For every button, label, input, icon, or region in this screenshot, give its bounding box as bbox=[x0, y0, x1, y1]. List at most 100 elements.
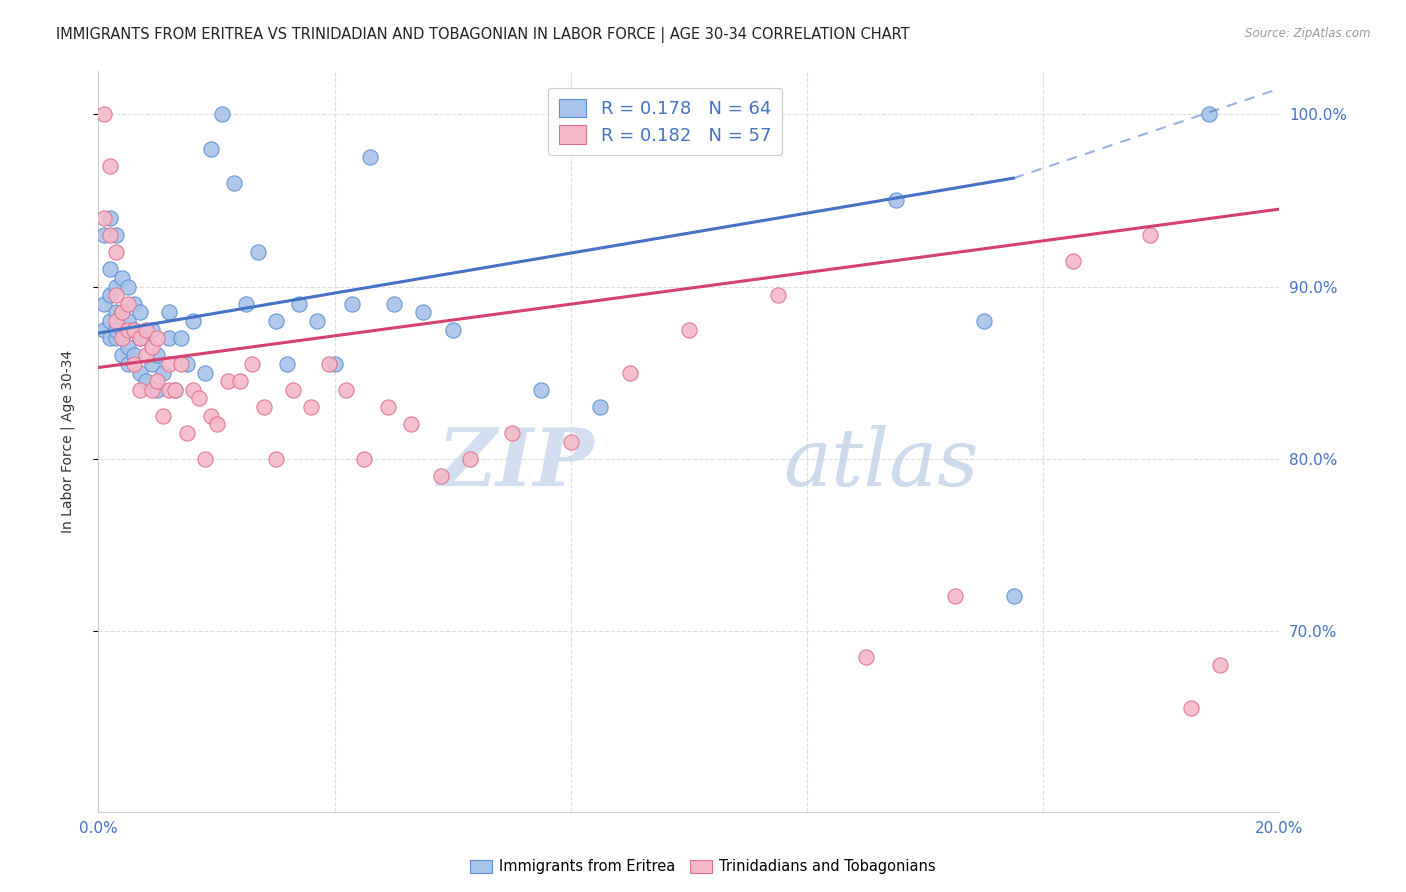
Point bbox=[200, 409, 222, 423]
Point bbox=[501, 425, 523, 440]
Point bbox=[246, 245, 269, 260]
Point bbox=[165, 383, 187, 397]
Text: ZIP: ZIP bbox=[437, 425, 595, 502]
Point bbox=[105, 331, 128, 345]
Point bbox=[93, 227, 115, 242]
Point bbox=[560, 434, 582, 449]
Point bbox=[194, 366, 217, 380]
Point bbox=[276, 357, 298, 371]
Point bbox=[152, 409, 174, 423]
Point bbox=[122, 297, 145, 311]
Point bbox=[229, 374, 252, 388]
Point bbox=[264, 451, 287, 466]
Point bbox=[460, 451, 482, 466]
Point bbox=[165, 383, 187, 397]
Point bbox=[1209, 658, 1232, 673]
Point bbox=[382, 297, 405, 311]
Point bbox=[117, 323, 139, 337]
Point bbox=[122, 348, 145, 362]
Point bbox=[105, 305, 128, 319]
Point bbox=[181, 383, 204, 397]
Point bbox=[122, 357, 145, 371]
Point bbox=[359, 151, 381, 165]
Point bbox=[117, 279, 139, 293]
Point bbox=[170, 331, 193, 345]
Point bbox=[98, 331, 121, 345]
Point bbox=[105, 279, 128, 293]
Point bbox=[146, 331, 169, 345]
Point bbox=[240, 357, 263, 371]
Point bbox=[117, 357, 139, 371]
Point bbox=[93, 107, 115, 121]
Point bbox=[253, 400, 276, 414]
Point bbox=[141, 323, 163, 337]
Point bbox=[318, 357, 340, 371]
Point bbox=[412, 305, 434, 319]
Point bbox=[176, 357, 198, 371]
Point bbox=[187, 392, 209, 406]
Point bbox=[855, 649, 877, 664]
Point bbox=[122, 323, 145, 337]
Point bbox=[128, 331, 150, 345]
Legend: Immigrants from Eritrea, Trinidadians and Tobagonians: Immigrants from Eritrea, Trinidadians an… bbox=[464, 854, 942, 880]
Point bbox=[93, 323, 115, 337]
Point bbox=[157, 305, 180, 319]
Text: Source: ZipAtlas.com: Source: ZipAtlas.com bbox=[1246, 27, 1371, 40]
Point bbox=[128, 305, 150, 319]
Point bbox=[111, 348, 134, 362]
Point bbox=[157, 383, 180, 397]
Point bbox=[128, 331, 150, 345]
Point bbox=[152, 366, 174, 380]
Point bbox=[98, 211, 121, 225]
Point bbox=[401, 417, 423, 432]
Point bbox=[973, 314, 995, 328]
Point bbox=[211, 107, 233, 121]
Point bbox=[283, 383, 305, 397]
Point bbox=[441, 323, 464, 337]
Point bbox=[235, 297, 257, 311]
Point bbox=[93, 211, 115, 225]
Point bbox=[98, 262, 121, 277]
Point bbox=[105, 314, 128, 328]
Point bbox=[111, 331, 134, 345]
Point bbox=[943, 590, 966, 604]
Point bbox=[105, 245, 128, 260]
Point bbox=[430, 469, 453, 483]
Point bbox=[135, 374, 157, 388]
Point bbox=[335, 383, 357, 397]
Text: IMMIGRANTS FROM ERITREA VS TRINIDADIAN AND TOBAGONIAN IN LABOR FORCE | AGE 30-34: IMMIGRANTS FROM ERITREA VS TRINIDADIAN A… bbox=[56, 27, 910, 43]
Point bbox=[377, 400, 399, 414]
Point bbox=[157, 357, 180, 371]
Point bbox=[98, 159, 121, 173]
Point bbox=[530, 383, 553, 397]
Point bbox=[117, 314, 139, 328]
Point bbox=[93, 297, 115, 311]
Point bbox=[194, 451, 217, 466]
Point bbox=[141, 340, 163, 354]
Point bbox=[111, 271, 134, 285]
Point bbox=[141, 383, 163, 397]
Point bbox=[98, 227, 121, 242]
Point bbox=[1198, 107, 1220, 121]
Point bbox=[181, 314, 204, 328]
Point bbox=[146, 374, 169, 388]
Legend: R = 0.178   N = 64, R = 0.182   N = 57: R = 0.178 N = 64, R = 0.182 N = 57 bbox=[548, 87, 782, 155]
Point bbox=[666, 133, 689, 147]
Point bbox=[217, 374, 239, 388]
Point bbox=[157, 331, 180, 345]
Point bbox=[170, 357, 193, 371]
Point bbox=[98, 288, 121, 302]
Point bbox=[141, 357, 163, 371]
Point bbox=[105, 323, 128, 337]
Point bbox=[1002, 590, 1025, 604]
Point bbox=[299, 400, 322, 414]
Point bbox=[176, 425, 198, 440]
Point bbox=[105, 288, 128, 302]
Point bbox=[323, 357, 346, 371]
Point bbox=[288, 297, 311, 311]
Point bbox=[122, 323, 145, 337]
Point bbox=[224, 176, 246, 190]
Point bbox=[111, 323, 134, 337]
Point bbox=[128, 366, 150, 380]
Point bbox=[111, 305, 134, 319]
